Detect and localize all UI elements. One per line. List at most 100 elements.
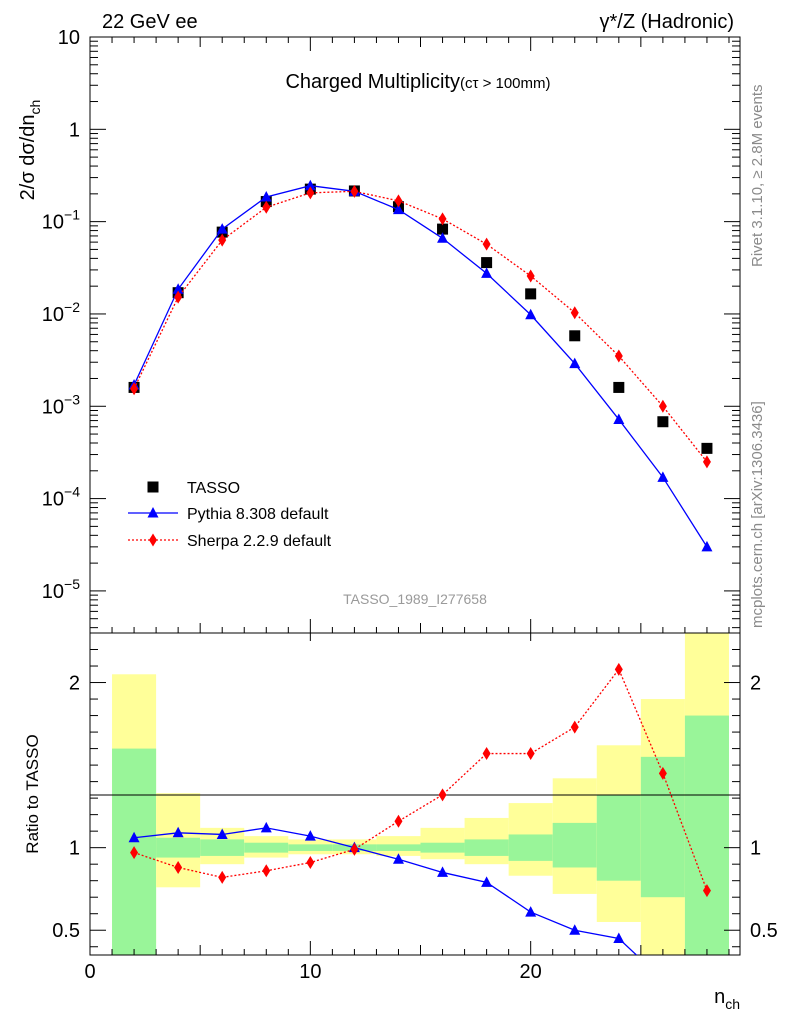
ratio-stat-band [288, 844, 333, 851]
y-tick-label: 10−5 [42, 576, 80, 603]
data-point [613, 381, 625, 393]
ratio-stat-band [376, 844, 421, 851]
legend-label: TASSO [187, 480, 240, 497]
ratio-line [133, 827, 638, 955]
ratio-y-axis-label: Ratio to TASSO [23, 734, 42, 853]
y-tick-label-base: 10 [42, 581, 64, 603]
ratio-y-tick-label-right: 1 [750, 838, 761, 860]
series-line [133, 185, 708, 548]
plot-title-sub: (cτ > 100mm) [460, 75, 551, 92]
rivet-version-label: Rivet 3.1.10, ≥ 2.8M events [749, 85, 766, 268]
ratio-line [133, 668, 708, 891]
ratio-point [392, 853, 404, 864]
legend-label: Sherpa 2.2.9 default [187, 533, 332, 550]
ratio-y-tick-label: 0.5 [52, 920, 80, 942]
data-point [394, 194, 403, 208]
plot-title: Charged Multiplicity(cτ > 100mm) [285, 71, 550, 93]
ratio-point [569, 924, 581, 935]
ratio-point [216, 828, 228, 839]
y-tick-label-base: 10 [58, 27, 80, 49]
ratio-point [304, 830, 316, 841]
data-point [613, 413, 625, 424]
ratio-point [172, 826, 184, 838]
ratio-uncertainty-bands [112, 633, 729, 955]
ratio-point [614, 662, 623, 676]
ratio-point [260, 821, 272, 833]
data-point [482, 237, 491, 251]
ratio-point [262, 864, 271, 878]
ratio-point [394, 814, 403, 828]
ratio-point [658, 766, 667, 780]
data-point [702, 455, 711, 469]
process-label: γ*/Z (Hadronic) [600, 11, 734, 33]
ratio-point [128, 831, 140, 843]
y-tick-label-base: 10 [42, 212, 64, 234]
legend-item: Pythia 8.308 default [128, 506, 329, 523]
data-point [569, 330, 581, 342]
y-tick-label: 10−1 [42, 207, 80, 234]
y-tick-label-exponent: −2 [64, 299, 80, 315]
ratio-stat-band [552, 822, 597, 868]
ratio-stat-band [596, 794, 641, 881]
y-tick-label-base: 1 [69, 119, 80, 141]
ratio-point [218, 870, 227, 884]
ratio-point [306, 856, 315, 870]
x-axis-label-subscript: ch [725, 996, 740, 1012]
data-point [481, 257, 493, 269]
x-axis-label-main: n [714, 986, 725, 1008]
data-point [657, 416, 669, 428]
ratio-y-tick-label-right: 0.5 [750, 920, 778, 942]
x-tick-label: 10 [299, 961, 321, 983]
svg-text:2/σ dσ/dnch: 2/σ dσ/dnch [17, 100, 43, 201]
y-tick-label-base: 10 [42, 304, 64, 326]
data-point [657, 471, 669, 482]
data-point [260, 190, 272, 202]
data-point [262, 200, 271, 214]
ratio-stat-band [508, 834, 553, 861]
data-point [570, 306, 579, 320]
y-tick-label: 10−4 [42, 484, 80, 511]
ratio-stat-band [244, 842, 289, 853]
ratio-stat-band [640, 756, 685, 898]
y-tick-label-exponent: −4 [64, 484, 80, 500]
data-point [526, 269, 535, 283]
ratio-point [438, 788, 447, 802]
data-point [437, 232, 449, 243]
ratio-plot-frame [89, 632, 741, 956]
ratio-point [350, 842, 359, 856]
ratio-y-tick-label: 2 [69, 673, 80, 695]
x-tick-label: 0 [84, 961, 95, 983]
ratio-stat-band [156, 837, 201, 858]
series-dotted-diamond [130, 184, 711, 469]
legend-item: TASSO [147, 480, 240, 497]
ratio-stat-band [684, 715, 729, 955]
y-tick-label-base: 10 [42, 396, 64, 418]
data-point [218, 233, 227, 247]
legend-marker [147, 507, 159, 518]
x-tick-label: 20 [520, 961, 542, 983]
ratio-stat-band [200, 839, 245, 856]
data-point [174, 290, 183, 304]
y-tick-label: 10 [58, 27, 80, 49]
y-axis-label: 2/σ dσ/dnch [17, 100, 43, 201]
ratio-y-tick-label: 1 [69, 838, 80, 860]
ratio-point [525, 906, 537, 917]
legend-label: Pythia 8.308 default [187, 506, 329, 523]
data-point [569, 357, 581, 369]
ratio-stat-band [420, 842, 465, 853]
ratio-point [437, 866, 449, 877]
data-point [525, 308, 537, 320]
data-point [304, 179, 316, 191]
mcplots-reference-label: mcplots.cern.ch [arXiv:1306.3436] [749, 401, 766, 628]
data-point [172, 283, 184, 294]
ratio-point [130, 846, 139, 860]
ratio-point [613, 932, 625, 943]
data-point [216, 223, 228, 234]
data-point [614, 349, 623, 363]
data-point [437, 223, 449, 235]
ratio-y-axis-label-text: Ratio to TASSO [23, 734, 42, 853]
y-tick-label-exponent: −1 [64, 207, 80, 223]
ratio-point [174, 860, 183, 874]
y-tick-label: 1 [69, 119, 80, 141]
